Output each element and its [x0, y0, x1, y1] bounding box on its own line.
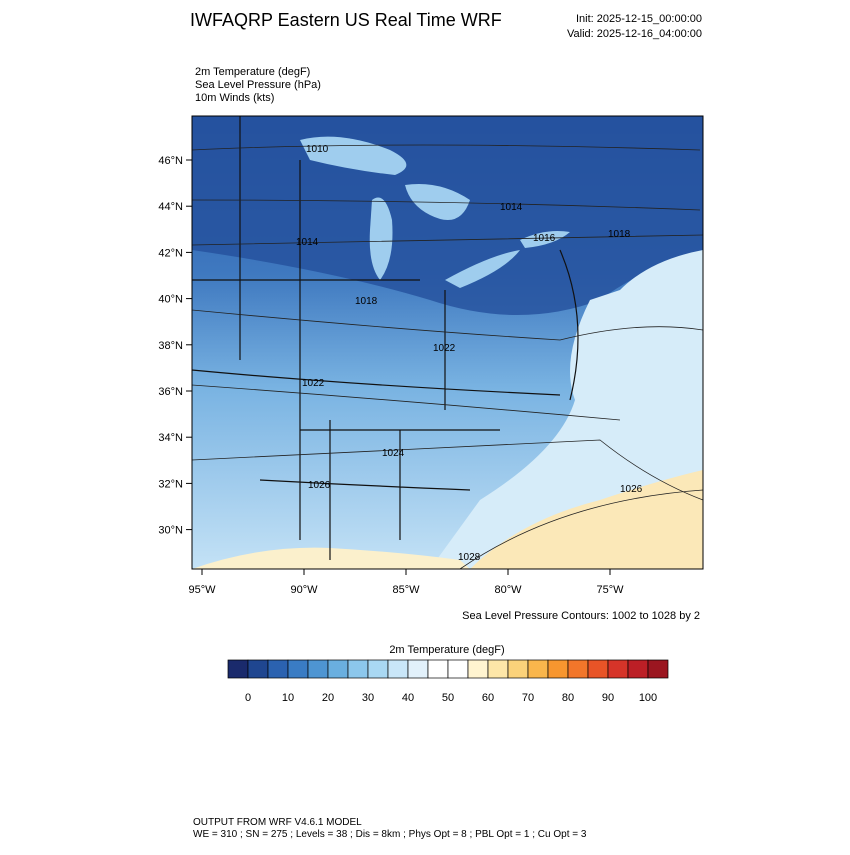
lake-erie: [445, 250, 520, 288]
colorbar-label: 10: [282, 692, 294, 704]
colorbar-box: [367, 659, 389, 679]
map-area: [192, 116, 703, 569]
footer-line: OUTPUT FROM WRF V4.6.1 MODEL: [193, 817, 362, 828]
contour-label: 1014: [296, 237, 319, 248]
lake-superior: [300, 136, 407, 175]
lat-label: 40°N: [158, 294, 183, 306]
colorbar-title: 2m Temperature (degF): [389, 644, 504, 656]
colorbar-box: [607, 659, 629, 679]
colorbar-box: [307, 659, 329, 679]
contour-label: 1026: [620, 484, 643, 495]
lake-ontario: [520, 231, 570, 248]
lat-label: 38°N: [158, 340, 183, 352]
colorbar-box: [447, 659, 469, 679]
colorbar-box: [567, 659, 589, 679]
contour-label: 1016: [533, 233, 556, 244]
pressure-contours: [192, 144, 703, 569]
colorbar-box: [407, 659, 429, 679]
lat-label: 34°N: [158, 432, 183, 444]
colorbar-box: [387, 659, 409, 679]
contour-label: 1018: [355, 296, 378, 307]
colorbar-box: [227, 659, 249, 679]
colorbar-label: 40: [402, 692, 414, 704]
lon-label: 85°W: [392, 584, 420, 596]
colorbar-label: 20: [322, 692, 334, 704]
lon-label: 80°W: [494, 584, 522, 596]
colorbar-box: [507, 659, 529, 679]
contour-label: 1022: [302, 378, 325, 389]
valid-time: Valid: 2025-12-16_04:00:00: [567, 28, 702, 40]
colorbar-box: [467, 659, 489, 679]
lat-label: 32°N: [158, 478, 183, 490]
footer-line: WE = 310 ; SN = 275 ; Levels = 38 ; Dis …: [193, 829, 587, 840]
colorbar-label: 60: [482, 692, 494, 704]
lon-label: 90°W: [290, 584, 318, 596]
contour-note: Sea Level Pressure Contours: 1002 to 102…: [462, 610, 700, 622]
lat-label: 44°N: [158, 201, 183, 213]
gulf: [192, 547, 470, 569]
colorbar-label: 70: [522, 692, 534, 704]
title: IWFAQRP Eastern US Real Time WRF: [190, 10, 502, 30]
map-frame: [191, 115, 704, 570]
lake-michigan: [369, 197, 393, 280]
contour-labels: 1010 1014 1016 1018 1014 1018 1022 1022 …: [296, 144, 643, 563]
lat-label: 42°N: [158, 247, 183, 259]
field-label: Sea Level Pressure (hPa): [195, 79, 321, 91]
colorbar-box: [347, 659, 369, 679]
colorbar-box: [587, 659, 609, 679]
init-time: Init: 2025-12-15_00:00:00: [576, 13, 702, 25]
boundaries: [192, 116, 579, 560]
contour-label: 1018: [608, 229, 631, 240]
colorbar-label: 90: [602, 692, 614, 704]
colorbar-box: [487, 659, 509, 679]
contour-label: 1010: [306, 144, 329, 155]
colorbar-box: [327, 659, 349, 679]
colorbar-box: [267, 659, 289, 679]
contour-label: 1014: [500, 202, 523, 213]
colorbar-box: [527, 659, 549, 679]
contour-label: 1028: [458, 552, 481, 563]
colorbar-label: 30: [362, 692, 374, 704]
colorbar-box: [647, 659, 669, 679]
colorbar-label: 100: [639, 692, 657, 704]
contour-label: 1026: [308, 480, 331, 491]
contour-label: 1022: [433, 343, 456, 354]
colorbar-box: [247, 659, 269, 679]
colorbar-label: 0: [245, 692, 251, 704]
lat-label: 30°N: [158, 525, 183, 537]
colorbar-box: [427, 659, 449, 679]
field-label: 2m Temperature (degF): [195, 66, 310, 78]
warm-ocean: [470, 470, 703, 569]
lat-label: 46°N: [158, 155, 183, 167]
colorbar-box: [287, 659, 309, 679]
colorbar-box: [547, 659, 569, 679]
colorbar-label: 50: [442, 692, 454, 704]
colorbar-label: 80: [562, 692, 574, 704]
lon-label: 95°W: [188, 584, 216, 596]
colorbar-box: [627, 659, 649, 679]
field-label: 10m Winds (kts): [195, 92, 274, 104]
lat-label: 36°N: [158, 386, 183, 398]
lon-label: 75°W: [596, 584, 624, 596]
contour-label: 1024: [382, 448, 405, 459]
